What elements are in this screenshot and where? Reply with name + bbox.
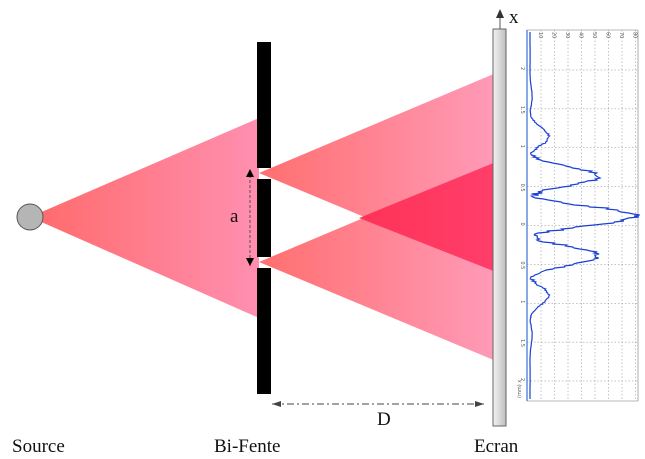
- plot-y-tick-label: 0.5: [519, 261, 525, 269]
- slits-label: Bi-Fente: [214, 436, 281, 457]
- plot-axis-label: (mm) x: [517, 380, 523, 398]
- slit-wall-bottom: [257, 268, 271, 394]
- arrow-down-icon: [246, 258, 254, 266]
- plot-x-tick-label: 50: [591, 32, 597, 38]
- plot-y-tick-label: 2: [519, 67, 525, 70]
- screen-label: Ecran: [474, 436, 519, 457]
- screen: [492, 28, 507, 427]
- slit-wall-top: [257, 42, 271, 168]
- plot-y-tick-label: 1.5: [519, 339, 525, 347]
- source-icon: [16, 203, 44, 231]
- plot-y-tick-label: 1: [519, 300, 525, 303]
- x-axis-arrow-icon: [496, 9, 504, 18]
- plot-x-tick-label: 40: [578, 32, 584, 38]
- plot-x-tick-label: 60: [605, 32, 611, 38]
- plot-x-tick-label: 20: [551, 32, 557, 38]
- overlap-region: [359, 162, 496, 272]
- slit-separation-label: a: [230, 206, 239, 227]
- plot-x-tick-label: 30: [564, 32, 570, 38]
- arrow-up-icon: [246, 169, 254, 177]
- intensity-profile: [529, 32, 640, 399]
- plot-x-tick-label: 70: [618, 32, 624, 38]
- slit-wall-middle: [257, 179, 271, 257]
- plot-y-tick-label: 2: [519, 378, 525, 381]
- distance-label: D: [377, 409, 391, 430]
- arrow-left-icon: [272, 401, 281, 407]
- source-beam: [30, 118, 259, 318]
- intensity-plot: 10 20 30 40 50 60 70 80 2 1.5 1 0.5 0 0.5 1 1.5 2 (mm) x: [517, 29, 640, 402]
- plot-y-tick-label: 0.5: [519, 184, 525, 192]
- source-label: Source: [12, 436, 65, 457]
- plot-y-tick-label: 1.5: [519, 106, 525, 114]
- x-axis-label: x: [509, 7, 519, 28]
- plot-x-tick-label: 80: [632, 32, 638, 38]
- plot-x-tick-label: 10: [537, 32, 543, 38]
- plot-y-tick-label: 0: [519, 223, 525, 226]
- arrow-right-icon: [475, 401, 484, 407]
- plot-y-tick-label: 1: [519, 145, 525, 148]
